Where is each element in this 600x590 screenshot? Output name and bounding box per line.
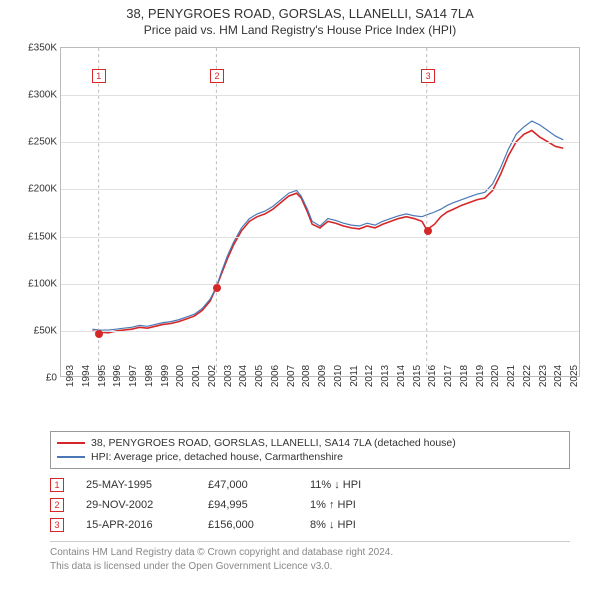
xtick-label: 1999 bbox=[156, 365, 171, 387]
chart-title: 38, PENYGROES ROAD, GORSLAS, LLANELLI, S… bbox=[0, 0, 600, 21]
xtick-label: 1994 bbox=[77, 365, 92, 387]
xtick-label: 2016 bbox=[423, 365, 438, 387]
xtick-label: 1995 bbox=[93, 365, 108, 387]
event-date: 25-MAY-1995 bbox=[86, 479, 186, 491]
legend: 38, PENYGROES ROAD, GORSLAS, LLANELLI, S… bbox=[50, 431, 570, 469]
xtick-label: 2017 bbox=[439, 365, 454, 387]
event-marker-dot bbox=[424, 227, 432, 235]
legend-item: HPI: Average price, detached house, Carm… bbox=[57, 450, 563, 464]
xtick-label: 2000 bbox=[171, 365, 186, 387]
xtick-label: 2003 bbox=[219, 365, 234, 387]
xtick-label: 2020 bbox=[486, 365, 501, 387]
gridline-y bbox=[61, 189, 579, 190]
series-line-hpi bbox=[92, 121, 563, 330]
chart-subtitle: Price paid vs. HM Land Registry's House … bbox=[0, 21, 600, 43]
xtick-label: 2009 bbox=[313, 365, 328, 387]
legend-label: 38, PENYGROES ROAD, GORSLAS, LLANELLI, S… bbox=[91, 437, 456, 449]
event-marker-dot bbox=[213, 284, 221, 292]
gridline-y bbox=[61, 142, 579, 143]
event-marker-box: 1 bbox=[92, 69, 106, 83]
footer-attribution: Contains HM Land Registry data © Crown c… bbox=[50, 541, 570, 573]
xtick-label: 2022 bbox=[518, 365, 533, 387]
ytick-label: £0 bbox=[46, 373, 61, 384]
xtick-label: 1996 bbox=[108, 365, 123, 387]
event-row-marker: 1 bbox=[50, 478, 64, 492]
xtick-label: 2015 bbox=[408, 365, 423, 387]
xtick-label: 2021 bbox=[502, 365, 517, 387]
xtick-label: 2014 bbox=[392, 365, 407, 387]
xtick-label: 2006 bbox=[266, 365, 281, 387]
xtick-label: 2011 bbox=[345, 365, 360, 387]
event-delta: 11% ↓ HPI bbox=[310, 479, 410, 491]
xtick-label: 2023 bbox=[534, 365, 549, 387]
xtick-label: 1997 bbox=[124, 365, 139, 387]
xtick-label: 2024 bbox=[549, 365, 564, 387]
event-row: 3 15-APR-2016 £156,000 8% ↓ HPI bbox=[50, 515, 570, 535]
xtick-label: 1998 bbox=[140, 365, 155, 387]
legend-label: HPI: Average price, detached house, Carm… bbox=[91, 451, 343, 463]
ytick-label: £150K bbox=[28, 231, 61, 242]
event-row: 2 29-NOV-2002 £94,995 1% ↑ HPI bbox=[50, 495, 570, 515]
event-row-marker: 3 bbox=[50, 518, 64, 532]
xtick-label: 2010 bbox=[329, 365, 344, 387]
xtick-label: 1993 bbox=[61, 365, 76, 387]
ytick-label: £50K bbox=[34, 325, 61, 336]
xtick-label: 2013 bbox=[376, 365, 391, 387]
xtick-label: 2012 bbox=[360, 365, 375, 387]
ytick-label: £250K bbox=[28, 137, 61, 148]
xtick-label: 2007 bbox=[282, 365, 297, 387]
xtick-label: 2019 bbox=[471, 365, 486, 387]
event-row-marker: 2 bbox=[50, 498, 64, 512]
gridline-y bbox=[61, 331, 579, 332]
ytick-label: £100K bbox=[28, 278, 61, 289]
event-marker-box: 3 bbox=[421, 69, 435, 83]
event-row: 1 25-MAY-1995 £47,000 11% ↓ HPI bbox=[50, 475, 570, 495]
xtick-label: 2018 bbox=[455, 365, 470, 387]
gridline-y bbox=[61, 95, 579, 96]
event-price: £94,995 bbox=[208, 499, 288, 511]
ytick-label: £300K bbox=[28, 90, 61, 101]
gridline-y bbox=[61, 237, 579, 238]
legend-item: 38, PENYGROES ROAD, GORSLAS, LLANELLI, S… bbox=[57, 436, 563, 450]
legend-swatch bbox=[57, 442, 85, 444]
event-marker-dot bbox=[95, 330, 103, 338]
series-line-price_paid bbox=[92, 130, 563, 332]
footer-line: Contains HM Land Registry data © Crown c… bbox=[50, 546, 570, 560]
xtick-label: 2001 bbox=[187, 365, 202, 387]
legend-swatch bbox=[57, 456, 85, 458]
chart-lines bbox=[61, 48, 579, 376]
event-delta: 1% ↑ HPI bbox=[310, 499, 410, 511]
event-price: £156,000 bbox=[208, 519, 288, 531]
xtick-label: 2005 bbox=[250, 365, 265, 387]
chart-area: £0 £50K £100K £150K £200K £250K £300K £350K 1993… bbox=[10, 43, 590, 423]
event-table: 1 25-MAY-1995 £47,000 11% ↓ HPI 2 29-NOV-2002… bbox=[50, 475, 570, 535]
ytick-label: £200K bbox=[28, 184, 61, 195]
event-delta: 8% ↓ HPI bbox=[310, 519, 410, 531]
xtick-label: 2002 bbox=[203, 365, 218, 387]
xtick-label: 2008 bbox=[297, 365, 312, 387]
xtick-label: 2025 bbox=[565, 365, 580, 387]
event-marker-box: 2 bbox=[210, 69, 224, 83]
plot-region: £0£50K£100K£150K£200K£250K£300K£350K1993… bbox=[60, 47, 580, 377]
footer-line: This data is licensed under the Open Gov… bbox=[50, 560, 570, 574]
event-date: 29-NOV-2002 bbox=[86, 499, 186, 511]
event-date: 15-APR-2016 bbox=[86, 519, 186, 531]
gridline-y bbox=[61, 284, 579, 285]
ytick-label: £350K bbox=[28, 43, 61, 54]
xtick-label: 2004 bbox=[234, 365, 249, 387]
event-price: £47,000 bbox=[208, 479, 288, 491]
